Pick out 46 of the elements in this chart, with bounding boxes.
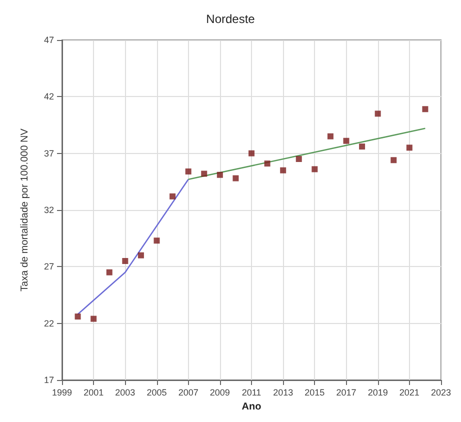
y-tick-label: 22 [44,318,54,328]
point [232,175,239,182]
y-tick-label: 32 [44,205,54,215]
x-tick-label: 2001 [84,388,104,398]
point [406,144,412,151]
x-tick-label: 2019 [368,388,388,398]
point [422,106,428,112]
x-tick-label: 2007 [178,388,198,398]
y-axis-title: Taxa de mortalidade por 100.000 NV [20,128,30,292]
x-axis-title: Ano [242,402,262,412]
point [312,166,318,172]
chart-title: Nordeste [206,12,256,26]
point [248,150,254,156]
point [154,238,160,244]
x-tick-label: 2017 [336,388,356,398]
point [90,316,97,322]
x-tick-label: 1999 [52,388,72,398]
point [280,167,286,174]
point [216,172,223,178]
point [327,133,334,140]
x-tick-label: 2023 [430,388,452,398]
point [374,110,381,117]
x-tick-label: 2009 [210,388,230,398]
point [201,170,208,177]
point [264,160,270,167]
x-tick-label: 2015 [304,388,325,398]
point [296,156,302,162]
y-tick-label: 27 [44,262,54,272]
y-tick-label: 42 [44,92,54,102]
point [170,193,176,200]
x-tick-label: 2021 [399,388,420,398]
x-tick-label: 2011 [242,388,262,398]
point [343,138,350,144]
y-tick-label: 37 [44,148,54,158]
point [122,258,128,264]
point [138,252,144,258]
point [359,144,366,150]
x-tick-label: 2013 [273,388,294,398]
y-tick-label: 17 [44,375,54,385]
point [185,168,192,174]
point [74,314,81,320]
x-tick-label: 2005 [146,388,167,398]
point [390,157,397,164]
point [106,269,112,276]
x-tick-label: 2003 [115,388,136,398]
y-tick-label: 47 [44,35,54,45]
